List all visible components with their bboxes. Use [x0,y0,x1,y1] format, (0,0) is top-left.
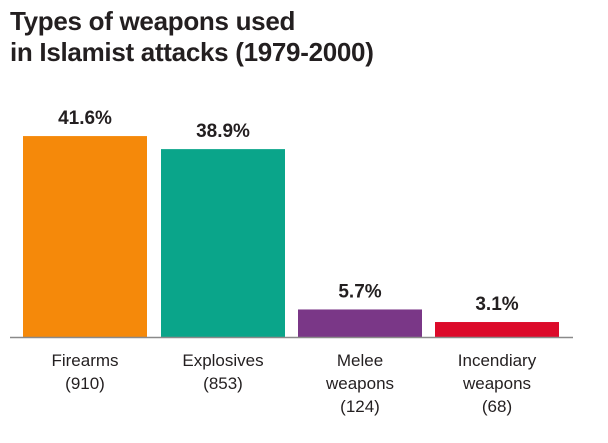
value-label: 3.1% [475,294,518,315]
category-label: (68) [482,397,512,416]
chart-title-line-1: Types of weapons used [10,6,296,36]
bar [161,149,285,337]
category-label: (910) [65,374,105,393]
value-label: 5.7% [338,281,381,302]
bar [435,322,559,337]
category-label: weapons [462,374,531,393]
chart-title-line-2: in Islamist attacks (1979-2000) [10,37,374,67]
category-label: Explosives [182,351,263,370]
chart-title: Types of weapons used in Islamist attack… [10,6,374,68]
category-label: Incendiary [458,351,537,370]
value-label: 38.9% [196,121,250,142]
category-label: weapons [325,374,394,393]
bar [298,309,422,337]
bar [23,136,147,337]
category-label: Firearms [51,351,118,370]
category-label: (124) [340,397,380,416]
value-label: 41.6% [58,108,112,129]
category-label: Melee [337,351,383,370]
category-label: (853) [203,374,243,393]
